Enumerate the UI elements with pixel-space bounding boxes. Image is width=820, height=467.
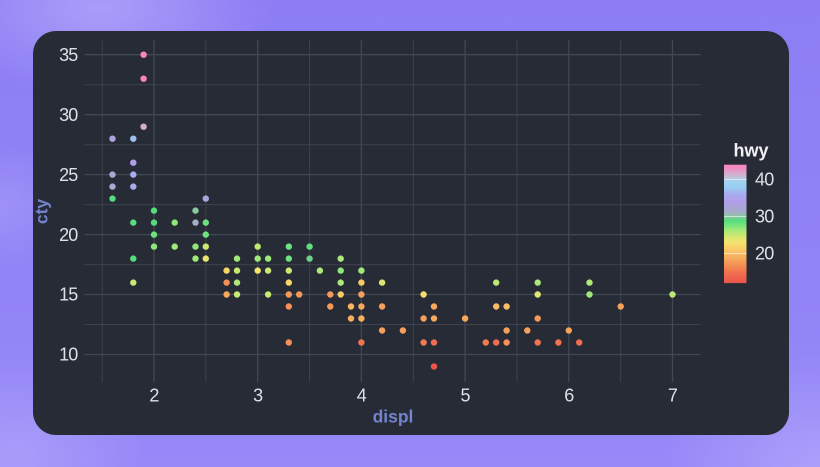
svg-text:25: 25	[59, 165, 78, 185]
svg-text:3: 3	[253, 386, 263, 406]
svg-text:displ: displ	[373, 407, 414, 427]
svg-text:2: 2	[149, 386, 159, 406]
svg-text:30: 30	[755, 207, 774, 227]
svg-text:15: 15	[59, 285, 78, 305]
svg-text:4: 4	[357, 386, 367, 406]
svg-text:hwy: hwy	[734, 141, 769, 161]
svg-text:cty: cty	[32, 199, 52, 225]
svg-text:35: 35	[59, 45, 78, 65]
svg-text:20: 20	[59, 225, 78, 245]
svg-text:7: 7	[668, 386, 678, 406]
svg-text:10: 10	[59, 345, 78, 365]
svg-text:6: 6	[564, 386, 574, 406]
svg-text:30: 30	[59, 105, 78, 125]
svg-text:5: 5	[460, 386, 470, 406]
svg-text:20: 20	[755, 244, 774, 264]
svg-text:40: 40	[755, 170, 774, 190]
